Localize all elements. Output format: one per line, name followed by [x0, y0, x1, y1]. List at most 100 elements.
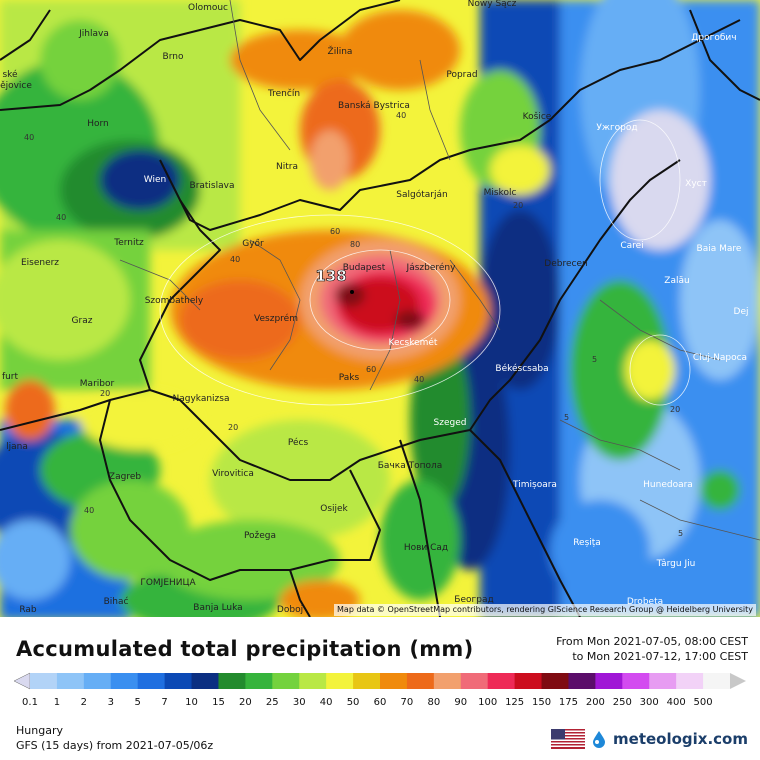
city-label: Žilina: [328, 45, 353, 57]
time-range-to: to Mon 2021-07-12, 17:00 CEST: [572, 650, 748, 663]
brand[interactable]: meteologix.com: [551, 729, 748, 749]
scale-tick-label: 80: [427, 697, 441, 708]
isoline-label: 5: [678, 529, 683, 538]
city-label: Budapest: [343, 263, 386, 273]
city-label: furt: [2, 372, 19, 382]
scale-cell: [191, 673, 219, 689]
model-run-label: GFS (15 days) from 2021-07-05/06z: [16, 739, 214, 752]
scale-tick-label: 400: [666, 697, 686, 708]
max-marker: [350, 290, 354, 294]
city-label: ské: [2, 69, 18, 80]
isoline-label: 40: [24, 133, 34, 142]
city-label: Hunedoara: [643, 480, 693, 490]
scale-cell: [353, 673, 381, 689]
city-label: Doboj: [277, 605, 303, 615]
isoline-label: 5: [592, 355, 597, 364]
scale-tick-label: 150: [531, 697, 552, 708]
isoline-label: 20: [228, 423, 238, 432]
max-value-label: 138: [315, 267, 346, 285]
city-label: Reșița: [573, 538, 601, 548]
city-label: Jászberény: [406, 262, 457, 273]
city-label: Nagykanizsa: [173, 394, 230, 404]
scale-cell: [676, 673, 704, 689]
isoline-label: 40: [84, 506, 94, 515]
city-label: Nowy Sącz: [468, 0, 517, 9]
scale-cell: [164, 673, 193, 689]
color-scale: [13, 672, 746, 690]
scale-cell: [514, 673, 543, 689]
map-attribution[interactable]: Map data © OpenStreetMap contributors, r…: [334, 604, 756, 616]
legend-title: Accumulated total precipitation (mm): [16, 637, 474, 661]
scale-cell: [218, 673, 246, 689]
isoline-label: 5: [564, 413, 569, 422]
city-label: Banská Bystrica: [338, 101, 410, 111]
precipitation-map[interactable]: Olomouc Nowy Sącz Дрогобич Jihlava Brno …: [0, 0, 760, 617]
isoline-label: 40: [396, 111, 406, 120]
precip-field: [0, 0, 760, 617]
city-label: Kecskemét: [389, 337, 438, 348]
isoline-label: 40: [230, 255, 240, 264]
scale-tick-label: 90: [454, 697, 468, 708]
isoline-label: 20: [670, 405, 680, 414]
city-label: Győr: [242, 239, 264, 249]
city-label: Szombathely: [145, 296, 204, 306]
city-label: Horn: [87, 119, 109, 129]
city-label: Бачка Топола: [378, 461, 442, 471]
scale-cell: [487, 673, 516, 689]
meteologix-logo-icon: [593, 731, 606, 748]
city-label: Paks: [339, 373, 360, 383]
city-label: Eisenerz: [21, 258, 59, 268]
scale-cell: [56, 673, 85, 689]
city-label: Debrecen: [544, 259, 587, 269]
city-label: Osijek: [320, 504, 348, 514]
isoline-label: 60: [366, 365, 376, 374]
city-label: Maribor: [80, 379, 115, 389]
isolines: [159, 119, 691, 406]
scale-tick-label: 3: [107, 697, 114, 708]
city-label: Bratislava: [190, 181, 235, 191]
region-label: Hungary: [16, 724, 63, 737]
scale-tick-label: 20: [239, 697, 252, 708]
city-label: Wien: [144, 175, 166, 185]
scale-tick-label: 10: [185, 697, 198, 708]
scale-cell: [137, 673, 166, 689]
city-label: Békéscsaba: [495, 363, 548, 374]
country-borders: [0, 0, 760, 617]
scale-tick-label: 30: [292, 697, 306, 708]
scale-cell: [460, 673, 489, 689]
scale-tick-label: 125: [505, 697, 525, 708]
scale-tick-label: 60: [373, 697, 387, 708]
brand-name: meteologix.com: [613, 730, 748, 748]
city-label: Veszprém: [254, 313, 298, 324]
city-label: Baia Mare: [697, 244, 742, 254]
city-label: Pécs: [288, 437, 309, 448]
scale-tick-label: 100: [478, 697, 498, 708]
city-label: Nitra: [276, 162, 298, 172]
isoline-labels: 138 80 60 60 40 40 40 40 40 40 20 20 20 …: [24, 111, 683, 538]
city-label: Szeged: [434, 418, 467, 428]
scale-tick-label: 50: [346, 697, 360, 708]
isoline-label: 60: [330, 227, 340, 236]
scale-cell: [433, 673, 462, 689]
city-label: Požega: [244, 531, 276, 541]
city-label: Virovitica: [212, 469, 254, 479]
scale-tick-label: 500: [693, 697, 713, 708]
city-label: Salgótarján: [396, 189, 447, 200]
city-label: Cluj-Napoca: [693, 353, 747, 363]
city-label: Timișoara: [512, 480, 557, 490]
scale-tick-label: 0.1: [22, 697, 38, 708]
city-label: Ужгород: [596, 123, 637, 133]
city-label: ljana: [6, 442, 28, 452]
city-labels: Olomouc Nowy Sącz Дрогобич Jihlava Brno …: [0, 0, 748, 615]
city-label: Trenčín: [267, 88, 300, 99]
time-range-from: From Mon 2021-07-05, 08:00 CEST: [556, 635, 748, 648]
us-flag-icon[interactable]: [551, 729, 586, 749]
scale-cell: [326, 673, 354, 689]
admin-borders: [119, 0, 760, 541]
isoline-label: 20: [100, 389, 110, 398]
city-label: Poprad: [446, 70, 477, 80]
scale-cell: [380, 673, 408, 689]
scale-tick-label: 300: [639, 697, 659, 708]
isoline-label: 40: [414, 375, 424, 384]
city-label: Târgu Jiu: [656, 559, 696, 569]
